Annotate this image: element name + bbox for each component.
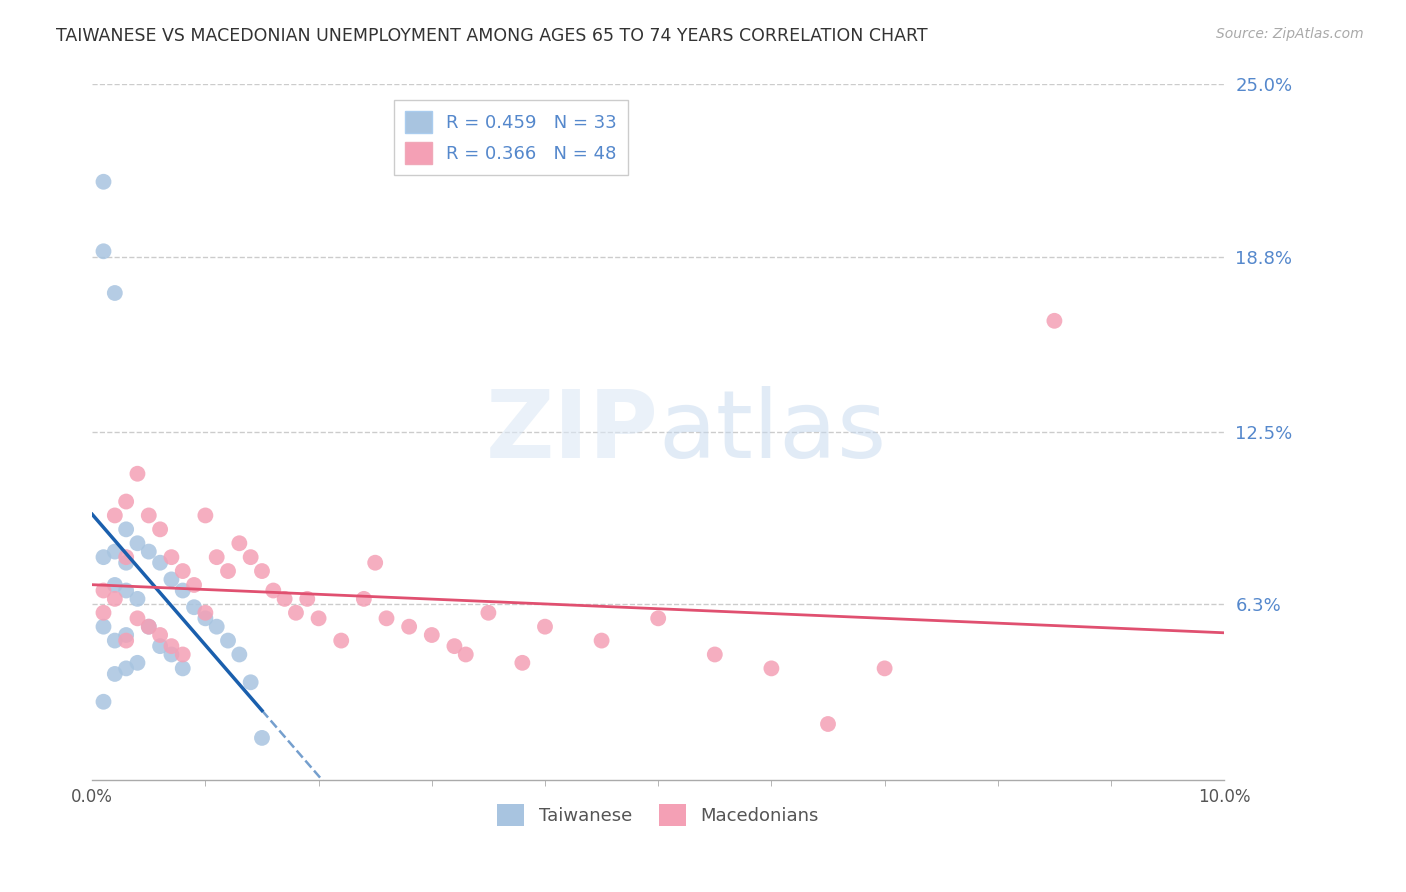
Point [194,606,217,620]
Point [104,633,127,648]
Point [647,611,669,625]
Point [115,633,138,648]
Point [104,285,127,300]
Point [761,661,783,675]
Point [149,639,172,653]
Point [239,550,262,565]
Point [104,591,127,606]
Point [104,544,127,558]
Point [364,556,387,570]
Point [104,578,127,592]
Point [138,544,160,558]
Point [115,494,138,508]
Point [194,611,217,625]
Point [817,717,839,731]
Point [93,606,115,620]
Point [115,628,138,642]
Point [93,620,115,634]
Point [420,628,443,642]
Point [138,620,160,634]
Point [183,600,205,615]
Text: ZIP: ZIP [485,386,658,478]
Point [873,661,896,675]
Point [284,606,307,620]
Point [127,611,149,625]
Point [138,620,160,634]
Point [172,583,194,598]
Point [160,648,183,662]
Point [591,633,613,648]
Point [115,550,138,565]
Point [250,731,273,745]
Point [239,675,262,690]
Point [454,648,477,662]
Point [93,175,115,189]
Point [353,591,375,606]
Point [149,628,172,642]
Point [228,648,250,662]
Point [93,695,115,709]
Point [250,564,273,578]
Point [104,508,127,523]
Point [127,467,149,481]
Point [1043,314,1066,328]
Point [205,620,228,634]
Point [104,667,127,681]
Point [115,556,138,570]
Point [127,656,149,670]
Point [115,661,138,675]
Point [703,648,725,662]
Point [160,573,183,587]
Point [297,591,319,606]
Point [127,536,149,550]
Point [194,508,217,523]
Point [273,591,295,606]
Point [115,522,138,536]
Text: Source: ZipAtlas.com: Source: ZipAtlas.com [1216,27,1364,41]
Point [512,656,534,670]
Point [183,578,205,592]
Point [93,583,115,598]
Point [477,606,499,620]
Point [115,583,138,598]
Point [308,611,330,625]
Point [149,556,172,570]
Text: TAIWANESE VS MACEDONIAN UNEMPLOYMENT AMONG AGES 65 TO 74 YEARS CORRELATION CHART: TAIWANESE VS MACEDONIAN UNEMPLOYMENT AMO… [56,27,928,45]
Point [443,639,465,653]
Point [172,661,194,675]
Point [93,244,115,259]
Point [127,591,149,606]
Point [160,550,183,565]
Point [172,648,194,662]
Point [262,583,284,598]
Point [228,536,250,550]
Point [398,620,420,634]
Point [160,639,183,653]
Point [138,508,160,523]
Point [93,550,115,565]
Point [375,611,398,625]
Point [534,620,557,634]
Point [149,522,172,536]
Point [205,550,228,565]
Point [330,633,353,648]
Legend: Taiwanese, Macedonians: Taiwanese, Macedonians [491,797,827,833]
Point [217,564,239,578]
Text: atlas: atlas [658,386,886,478]
Point [172,564,194,578]
Point [217,633,239,648]
